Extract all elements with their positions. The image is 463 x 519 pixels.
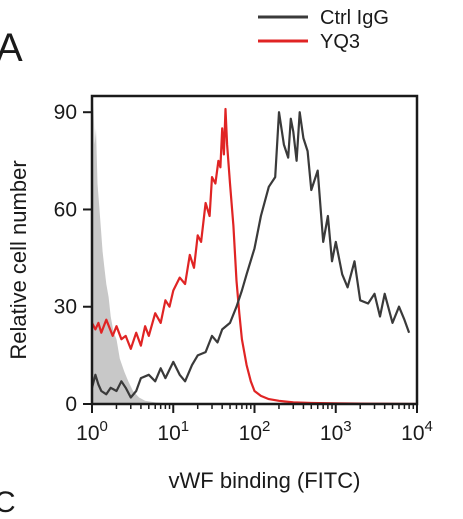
- x-tick-label: 103: [320, 418, 352, 445]
- panel-label-next: C: [0, 486, 16, 519]
- x-tick-label: 100: [76, 418, 108, 445]
- y-tick-label: 0: [65, 393, 77, 416]
- figure: A C 100 101 102 103 104 0 30 60 90 vWF binding (…: [0, 7, 433, 518]
- legend-entry-label: Ctrl IgG: [320, 7, 389, 29]
- panel-label: A: [0, 26, 23, 70]
- y-tick-label: 30: [54, 296, 77, 319]
- x-tick-label: 104: [401, 418, 433, 445]
- x-axis-label: vWF binding (FITC): [169, 468, 361, 493]
- series-yq3-line: [92, 107, 417, 404]
- legend-entry-label: YQ3: [320, 31, 360, 53]
- y-tick-label: 90: [54, 101, 77, 124]
- series-layer: [92, 102, 417, 404]
- series-group: [92, 102, 417, 404]
- histogram-chart: 100 101 102 103 104 0 30 60 90 vWF binding (FITC…: [6, 7, 433, 493]
- y-axis-label: Relative cell number: [6, 160, 31, 359]
- series-ctrl-igg-line: [92, 111, 411, 399]
- series-background-0-area: [92, 102, 174, 404]
- ticks-layer: 100 101 102 103 104 0 30 60 90: [54, 101, 433, 445]
- x-tick-label: 101: [157, 418, 189, 445]
- y-tick-label: 60: [54, 198, 77, 221]
- x-tick-label: 102: [239, 418, 271, 445]
